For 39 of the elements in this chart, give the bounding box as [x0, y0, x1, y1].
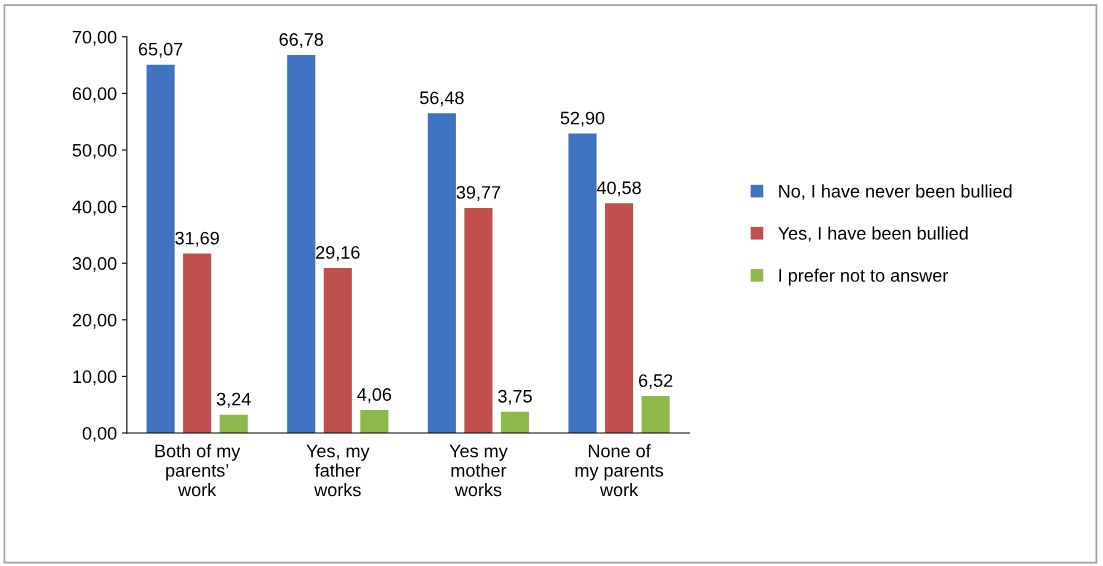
- bar: [568, 133, 597, 433]
- y-tick-label: 70,00: [72, 30, 117, 46]
- data-label: 3,75: [498, 389, 532, 405]
- data-label: 31,69: [175, 231, 219, 247]
- data-label: 6,52: [638, 374, 673, 390]
- data-label: 65,07: [138, 42, 183, 58]
- y-tick-label: 40,00: [72, 200, 117, 216]
- data-label: 39,77: [456, 185, 501, 201]
- x-tick-label: Yes my mother works: [449, 444, 508, 497]
- y-tick-label: 30,00: [72, 257, 117, 273]
- bar: [500, 411, 530, 433]
- legend-label: Yes, I have been bullied: [778, 226, 968, 242]
- y-tick-label: 60,00: [72, 87, 117, 103]
- y-tick-label: 20,00: [72, 313, 117, 329]
- bar: [287, 55, 316, 433]
- x-tick-label: Yes, my father works: [306, 444, 370, 497]
- bar: [641, 396, 670, 433]
- data-label: 3,24: [216, 392, 251, 408]
- bar: [427, 113, 456, 433]
- x-tick-label: Both of my parents’ work: [155, 444, 241, 497]
- y-tick-label: 0,00: [82, 426, 117, 442]
- y-tick-label: 50,00: [72, 143, 117, 159]
- legend-label: No, I have never been bullied: [779, 184, 1012, 200]
- data-label: 40,58: [596, 181, 641, 197]
- data-label: 52,90: [560, 111, 605, 127]
- data-label: 56,48: [419, 91, 464, 107]
- bar: [605, 203, 634, 433]
- legend-label: I prefer not to answer: [779, 268, 949, 286]
- y-tick-label: 10,00: [73, 370, 117, 386]
- bar: [219, 414, 248, 433]
- data-label: 66,78: [279, 33, 324, 49]
- bar: [464, 207, 493, 433]
- x-tick-label: None of my parents work: [575, 444, 664, 497]
- bar: [360, 410, 389, 433]
- data-label: 4,06: [357, 388, 392, 404]
- bar: [323, 267, 352, 433]
- bar: [146, 64, 175, 433]
- data-label: 29,16: [316, 246, 360, 261]
- bar: [183, 253, 212, 433]
